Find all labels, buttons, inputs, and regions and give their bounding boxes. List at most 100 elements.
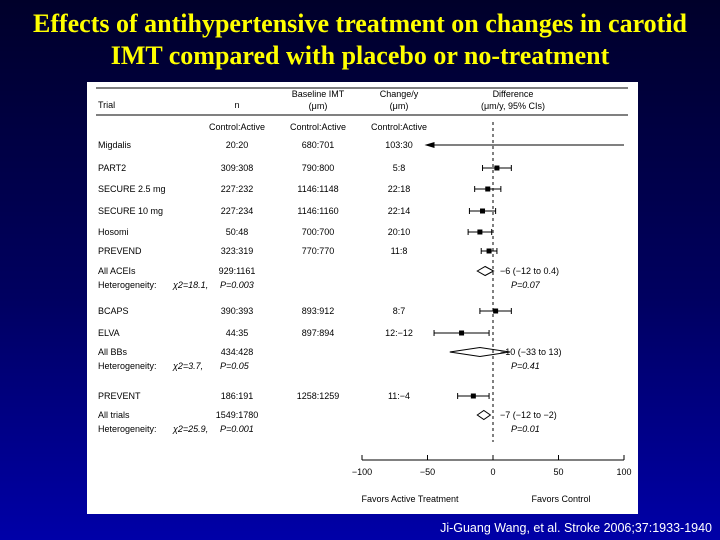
point-estimate	[486, 248, 492, 254]
baseline-value: 680:701	[302, 140, 335, 150]
point-estimate	[477, 229, 483, 235]
x-label-favors-control: Favors Control	[531, 494, 590, 504]
heterogeneity-stat: χ2=3.7,	[172, 361, 203, 371]
subheader-baseline: Control:Active	[290, 122, 346, 132]
study-row: PART2 309:308 790:800 5:8	[98, 163, 512, 173]
trial-name: BCAPS	[98, 306, 129, 316]
heterogeneity-p: P=0.003	[220, 280, 254, 290]
summary-diamond	[476, 409, 492, 421]
trial-name: PART2	[98, 163, 126, 173]
trial-name: SECURE 10 mg	[98, 206, 163, 216]
header-n: n	[234, 100, 239, 110]
n-value: 1549:1780	[216, 410, 259, 420]
forest-plot-panel: Trial n Baseline IMT (μm) Change/y (μm) …	[87, 82, 638, 514]
change-value: 103:30	[385, 140, 413, 150]
citation: Ji-Guang Wang, et al. Stroke 2006;37:193…	[440, 521, 712, 535]
summary-result: −7 (−12 to −2)	[500, 410, 557, 420]
trial-name: PREVENT	[98, 391, 141, 401]
baseline-value: 1146:1160	[297, 206, 338, 216]
study-row: SECURE 10 mg 227:234 1146:1160 22:14	[98, 206, 497, 216]
summary-diamond	[476, 265, 495, 277]
header-change-line1: Change/y	[380, 89, 419, 99]
x-tick-label: −50	[420, 467, 435, 477]
heterogeneity-stat: χ2=25.9,	[172, 424, 208, 434]
trial-name: All trials	[98, 410, 130, 420]
n-value: 50:48	[226, 227, 249, 237]
header-difference-line2: (μm/y, 95% CIs)	[481, 101, 545, 111]
baseline-value: 897:894	[302, 328, 335, 338]
header-difference-line1: Difference	[493, 89, 534, 99]
baseline-value: 893:912	[302, 306, 335, 316]
study-row: Hosomi 50:48 700:700 20:10	[98, 227, 493, 237]
heterogeneity-label: Heterogeneity:	[98, 280, 157, 290]
trial-name: ELVA	[98, 328, 120, 338]
study-row: PREVEND 323:319 770:770 11:8	[98, 246, 498, 256]
x-tick-label: 100	[616, 467, 631, 477]
baseline-value: 700:700	[302, 227, 335, 237]
x-tick-label: 0	[490, 467, 495, 477]
trial-name: SECURE 2.5 mg	[98, 184, 166, 194]
x-label-favors-active: Favors Active Treatment	[361, 494, 459, 504]
n-value: 20:20	[226, 140, 249, 150]
summary-result: −6 (−12 to 0.4)	[500, 266, 559, 276]
n-value: 227:234	[221, 206, 254, 216]
baseline-value: 770:770	[302, 246, 335, 256]
heterogeneity-label: Heterogeneity:	[98, 361, 157, 371]
forest-rows: Migdalis 20:20 680:701 103:30 PART2 309:308 79…	[98, 140, 624, 434]
trial-name: All BBs	[98, 347, 128, 357]
point-estimate	[494, 165, 500, 171]
heterogeneity-p: P=0.001	[220, 424, 254, 434]
trial-name: All ACEIs	[98, 266, 136, 276]
point-estimate	[459, 330, 465, 336]
change-value: 22:14	[388, 206, 411, 216]
baseline-value: 1146:1148	[297, 184, 338, 194]
n-value: 227:232	[221, 184, 254, 194]
summary-p-value: P=0.01	[511, 424, 540, 434]
n-value: 323:319	[221, 246, 254, 256]
n-value: 309:308	[221, 163, 254, 173]
trial-name: PREVEND	[98, 246, 142, 256]
trial-name: Hosomi	[98, 227, 129, 237]
subheader-n: Control:Active	[209, 122, 265, 132]
baseline-value: 790:800	[302, 163, 335, 173]
ci-arrow-left	[424, 142, 435, 148]
change-value: 11:−4	[388, 391, 410, 401]
n-value: 929:1161	[219, 266, 256, 276]
study-row: SECURE 2.5 mg 227:232 1146:1148 22:18	[98, 184, 502, 194]
change-value: 8:7	[393, 306, 406, 316]
summary-p-value: P=0.41	[511, 361, 540, 371]
heterogeneity-p: P=0.05	[220, 361, 250, 371]
forest-plot: Trial n Baseline IMT (μm) Change/y (μm) …	[96, 87, 632, 504]
study-row: Migdalis 20:20 680:701 103:30	[98, 140, 624, 150]
subheader-change: Control:Active	[371, 122, 427, 132]
point-estimate	[493, 308, 499, 314]
header-change-line2: (μm)	[390, 101, 409, 111]
change-value: 12:−12	[385, 328, 413, 338]
header-baseline-line1: Baseline IMT	[292, 89, 345, 99]
n-value: 186:191	[221, 391, 254, 401]
point-estimate	[480, 208, 486, 214]
change-value: 5:8	[393, 163, 406, 173]
summary-row: All trials 1549:1780 −7 (−12 to −2) P=0.01 H…	[98, 409, 557, 434]
summary-row: All BBs 434:428 −10 (−33 to 13) P=0.41 Heter…	[98, 346, 562, 371]
x-tick-label: −100	[352, 467, 372, 477]
heterogeneity-stat: χ2=18.1,	[172, 280, 208, 290]
summary-diamond	[449, 346, 511, 358]
n-value: 434:428	[221, 347, 254, 357]
trial-name: Migdalis	[98, 140, 132, 150]
change-value: 11:8	[391, 246, 408, 256]
change-value: 20:10	[388, 227, 411, 237]
baseline-value: 1258:1259	[297, 391, 340, 401]
x-tick-label: 50	[553, 467, 563, 477]
x-axis: −100 −50 0 50 100 Favors Active Treatment Favo…	[352, 122, 632, 504]
summary-row: All ACEIs 929:1161 −6 (−12 to 0.4) P=0.07 He…	[98, 265, 559, 290]
heterogeneity-label: Heterogeneity:	[98, 424, 157, 434]
summary-result: −10 (−33 to 13)	[500, 347, 562, 357]
change-value: 22:18	[388, 184, 411, 194]
point-estimate	[485, 186, 491, 192]
n-value: 44:35	[226, 328, 249, 338]
slide-title-line-1: Effects of antihypertensive treatment on…	[32, 9, 687, 38]
header-baseline-line2: (μm)	[309, 101, 328, 111]
slide-title-line-2: IMT compared with placebo or no-treatmen…	[110, 41, 610, 70]
summary-p-value: P=0.07	[511, 280, 541, 290]
